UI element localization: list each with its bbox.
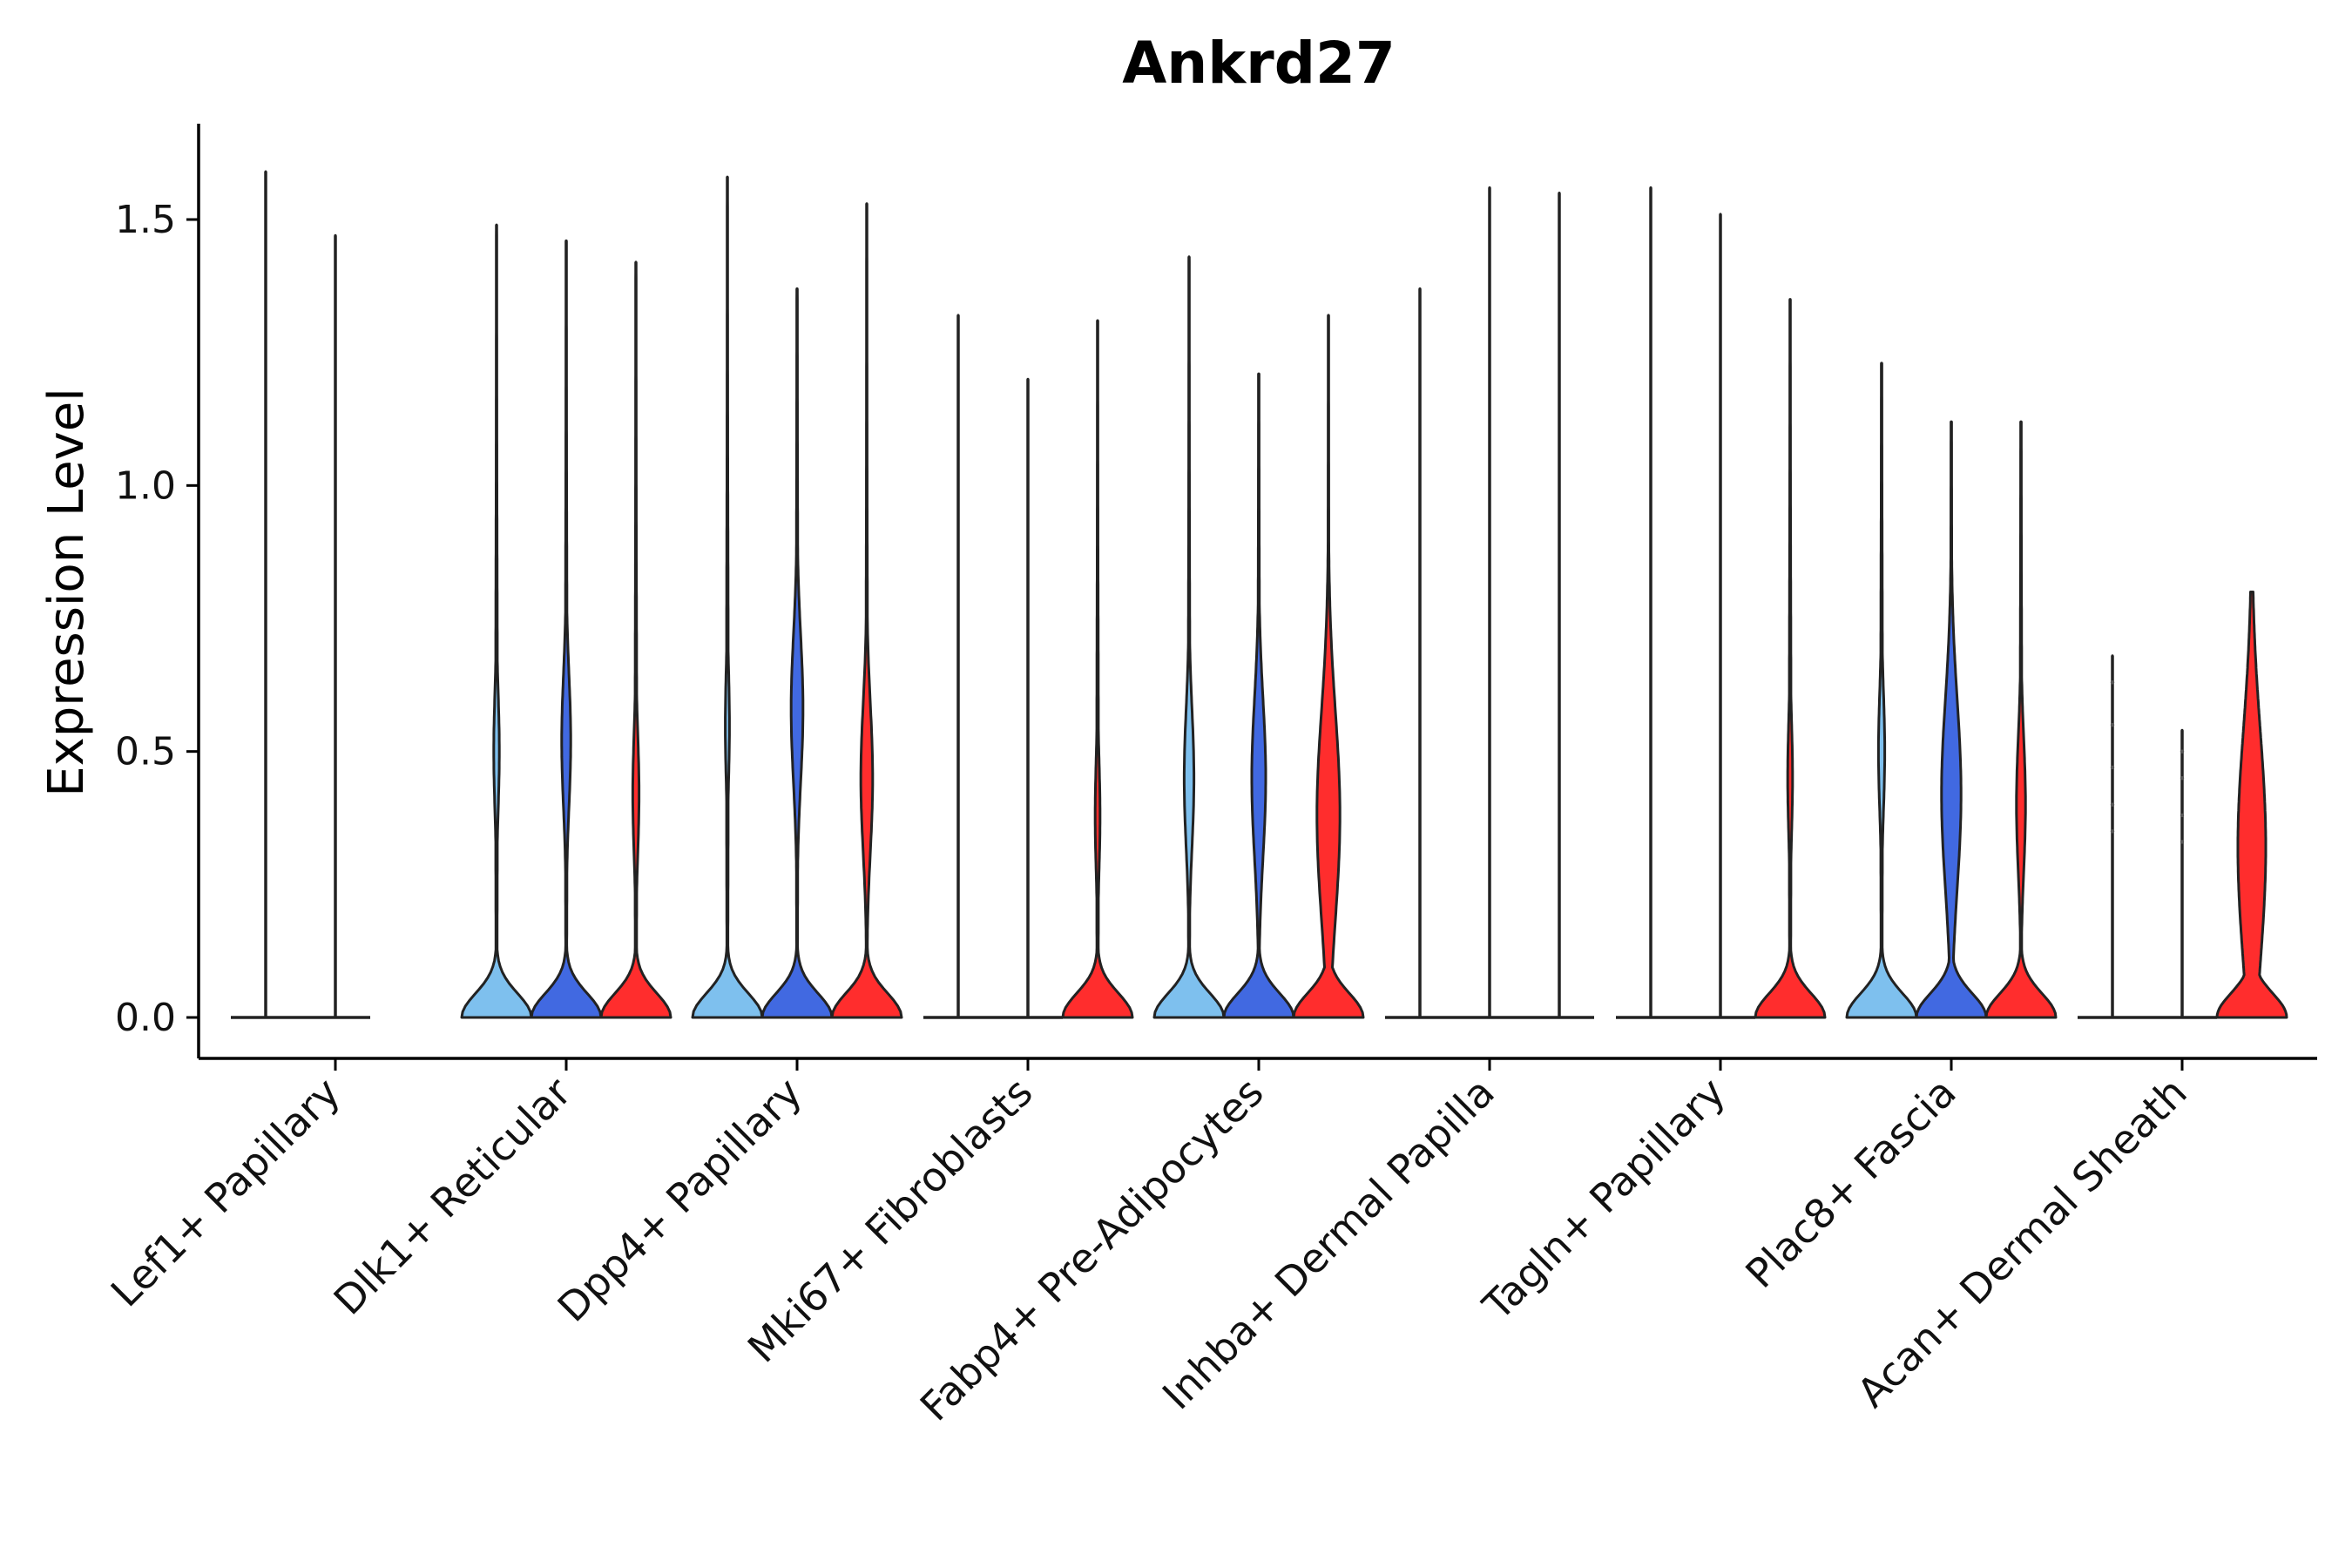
violin-layer xyxy=(231,170,2288,1019)
x-category-label: Plac8+ Fascia xyxy=(1736,1069,1964,1297)
violin-shape xyxy=(1984,420,2058,1019)
violin-shape xyxy=(1915,420,1988,1019)
data-point xyxy=(2110,802,2115,807)
violin-shape xyxy=(760,287,834,1019)
violin-shape xyxy=(1152,255,1226,1019)
violin-shape xyxy=(1845,362,1918,1019)
y-tick-label: 0.5 xyxy=(115,730,176,774)
violin-shape xyxy=(830,202,903,1019)
data-point xyxy=(2110,765,2115,770)
violin-shape xyxy=(1061,319,1134,1019)
data-point xyxy=(2110,680,2115,685)
y-tick-label: 1.5 xyxy=(115,198,176,242)
violin-shape xyxy=(1222,372,1295,1019)
data-point xyxy=(2180,749,2185,754)
chart-title: Ankrd27 xyxy=(1122,30,1396,97)
data-point xyxy=(2110,829,2115,834)
violin-shape xyxy=(460,223,533,1019)
y-axis-label: Expression Level xyxy=(38,388,95,797)
data-point xyxy=(2180,776,2185,781)
x-category-label: Dpp4+ Papillary xyxy=(549,1069,811,1331)
violin-shape xyxy=(1754,298,1827,1019)
x-category-label: Dlk1+ Reticular xyxy=(325,1069,580,1324)
violin-shape xyxy=(2215,591,2288,1019)
x-category-label: Lef1+ Papillary xyxy=(102,1069,349,1316)
y-tick-label: 0.0 xyxy=(115,996,176,1040)
y-axis-ticks: 0.0 0.5 1.0 1.5 xyxy=(115,198,199,1040)
y-tick-label: 1.0 xyxy=(115,463,176,508)
data-point xyxy=(2180,813,2185,818)
violin-shape xyxy=(691,175,764,1019)
violin-shape xyxy=(530,239,603,1019)
violin-shape xyxy=(599,260,672,1019)
x-category-label: Tagln+ Papillary xyxy=(1473,1069,1734,1330)
data-point xyxy=(2110,722,2115,727)
data-point xyxy=(2180,840,2185,844)
violin-shape xyxy=(1292,314,1365,1019)
